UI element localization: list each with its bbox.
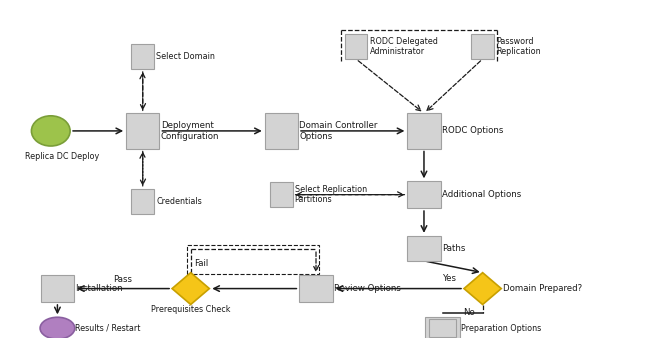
Text: Prerequisites Check: Prerequisites Check — [151, 305, 230, 314]
FancyBboxPatch shape — [265, 113, 298, 149]
Text: Password
Replication: Password Replication — [497, 37, 541, 56]
Text: Preparation Options: Preparation Options — [461, 324, 542, 333]
Text: No: No — [463, 308, 474, 317]
FancyBboxPatch shape — [299, 275, 333, 302]
FancyBboxPatch shape — [471, 34, 494, 59]
Text: Replica DC Deploy: Replica DC Deploy — [26, 152, 99, 161]
FancyBboxPatch shape — [345, 34, 368, 59]
Text: Deployment
Configuration: Deployment Configuration — [161, 121, 219, 140]
Text: Pass: Pass — [114, 275, 132, 284]
FancyBboxPatch shape — [425, 317, 460, 339]
Text: RODC Delegated
Administrator: RODC Delegated Administrator — [370, 37, 438, 56]
FancyBboxPatch shape — [407, 236, 441, 261]
Text: Credentials: Credentials — [156, 197, 202, 206]
Text: Domain Prepared?: Domain Prepared? — [503, 284, 582, 293]
FancyBboxPatch shape — [270, 182, 293, 207]
Polygon shape — [172, 273, 210, 305]
Text: Yes: Yes — [444, 273, 457, 283]
Text: Paths: Paths — [442, 244, 465, 253]
Ellipse shape — [40, 317, 75, 339]
Text: Results / Restart: Results / Restart — [75, 324, 141, 333]
FancyBboxPatch shape — [407, 113, 441, 149]
Text: Review Options: Review Options — [334, 284, 401, 293]
Text: RODC Options: RODC Options — [442, 127, 503, 135]
Text: Select Replication
Partitions: Select Replication Partitions — [295, 185, 367, 204]
Polygon shape — [464, 273, 501, 305]
FancyBboxPatch shape — [126, 113, 159, 149]
Text: Installation: Installation — [75, 284, 123, 293]
FancyBboxPatch shape — [132, 44, 154, 69]
Text: Domain Controller
Options: Domain Controller Options — [299, 121, 378, 140]
Ellipse shape — [32, 116, 70, 146]
FancyBboxPatch shape — [41, 275, 74, 302]
FancyBboxPatch shape — [132, 189, 154, 214]
Text: Fail: Fail — [194, 258, 208, 268]
Text: Additional Options: Additional Options — [442, 190, 521, 199]
FancyBboxPatch shape — [407, 181, 441, 208]
Text: Select Domain: Select Domain — [156, 52, 215, 61]
